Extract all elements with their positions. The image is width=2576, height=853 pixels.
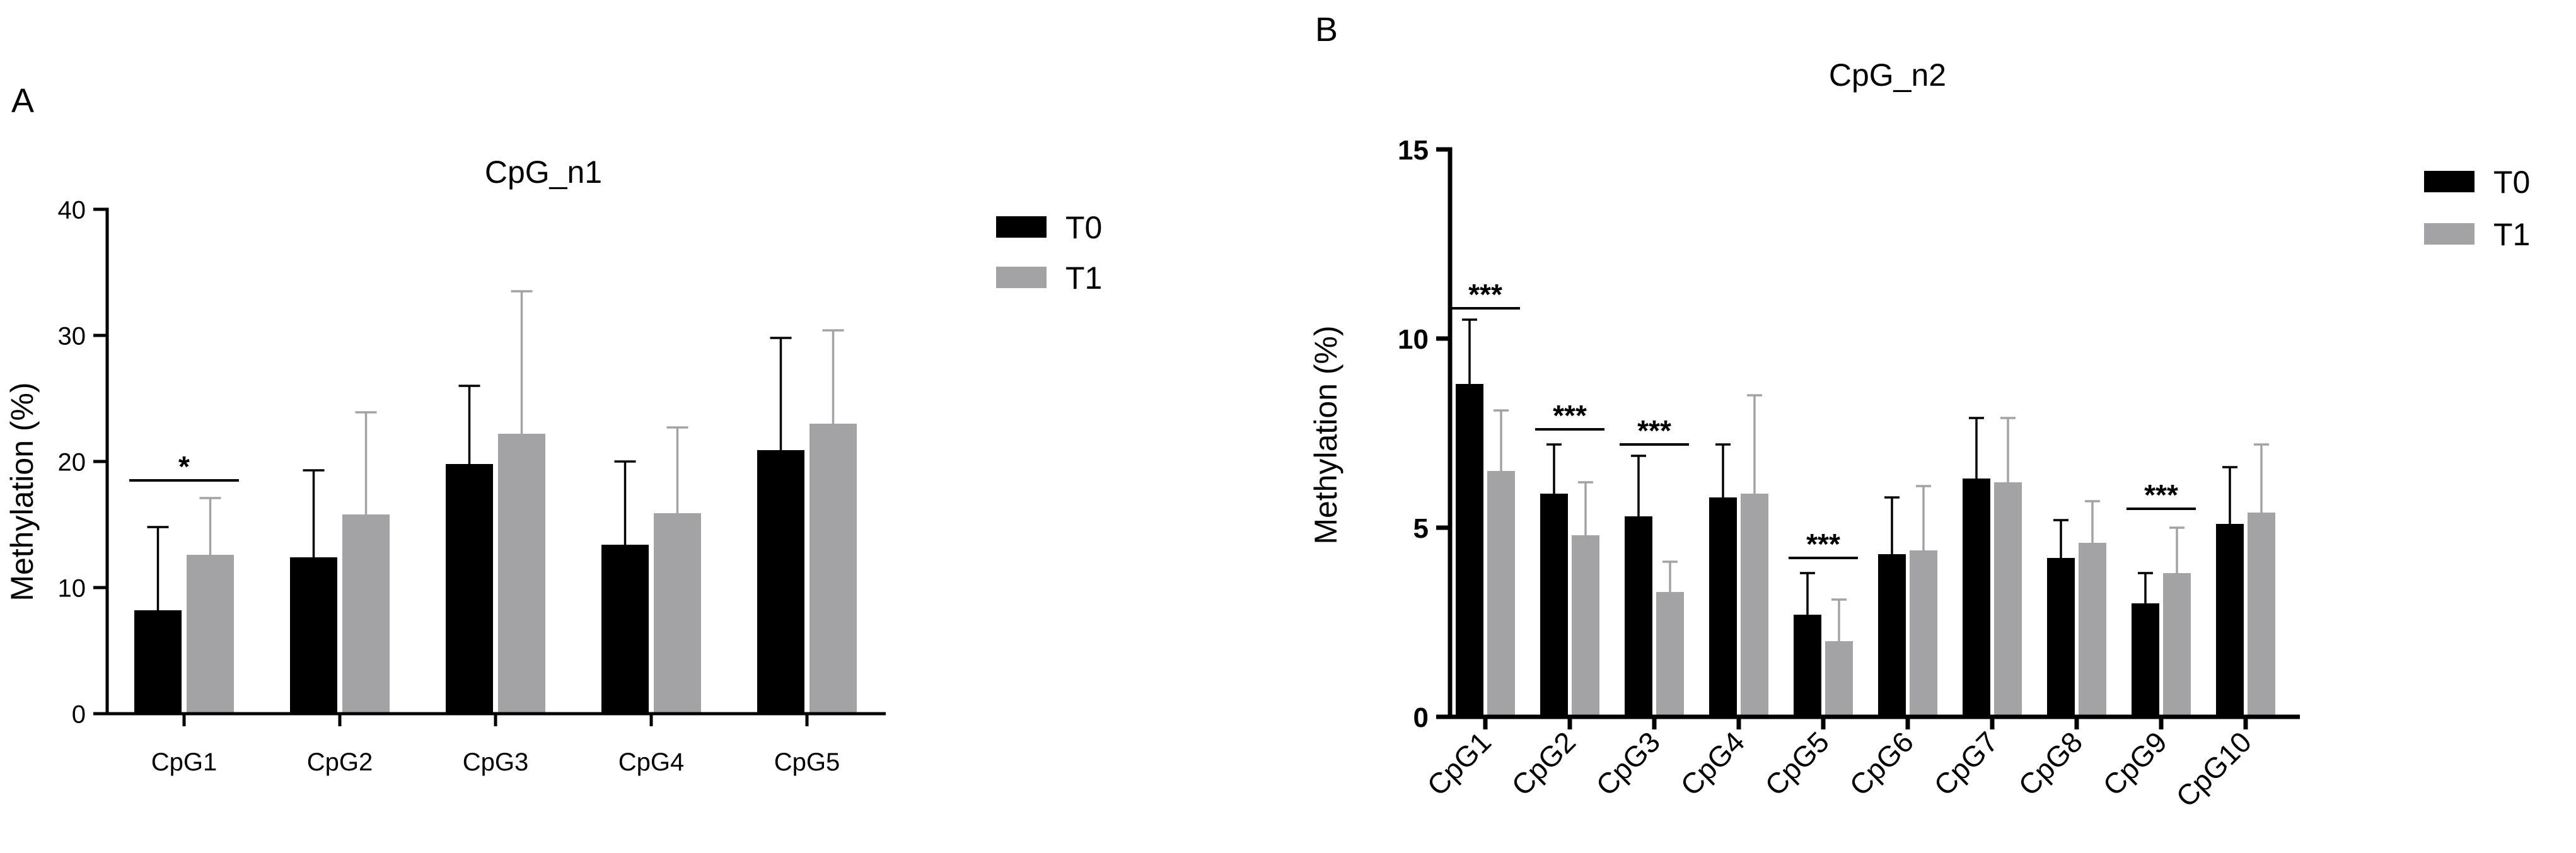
b-bar-t0-cpg4 [1709, 497, 1737, 717]
b-y-tick-label-0: 0 [1413, 702, 1429, 733]
b-bar-t1-cpg4 [1741, 494, 1768, 717]
a-x-label-cpg2: CpG2 [307, 748, 373, 776]
b-x-label-cpg3: CpG3 [1589, 725, 1666, 802]
b-bar-t0-cpg8 [2047, 558, 2075, 717]
b-bar-t0-cpg6 [1878, 554, 1906, 717]
b-x-label-cpg2: CpG2 [1505, 725, 1582, 802]
b-x-label-cpg7: CpG7 [1927, 725, 2004, 802]
a-bar-t0-cpg3 [446, 464, 493, 714]
panel-b-chart: B CpG_n2 Methylation (%) CpG1 CpG2 CpG3 CpG… [1308, 11, 2530, 813]
b-significance-label-0: *** [1468, 278, 1502, 311]
b-bar-t1-cpg8 [2079, 543, 2106, 717]
b-y-tick-label-15: 15 [1398, 135, 1429, 166]
b-x-label-cpg4: CpG4 [1674, 725, 1751, 802]
a-bar-t1-cpg3 [498, 434, 545, 714]
a-x-label-cpg4: CpG4 [618, 748, 685, 776]
b-y-tick-label-10: 10 [1398, 324, 1429, 355]
a-y-tick-label-10: 10 [58, 574, 86, 602]
b-significance-label-3: *** [1806, 528, 1840, 560]
b-x-label-cpg10: CpG10 [2169, 725, 2258, 813]
b-x-label-cpg6: CpG6 [1843, 725, 1920, 802]
panel-a-y-axis-label: Methylation (%) [4, 382, 40, 601]
a-legend-label-t0: T0 [1065, 210, 1102, 245]
b-legend-swatch-t0 [2424, 171, 2474, 192]
b-x-label-cpg1: CpG1 [1420, 725, 1497, 802]
b-x-label-cpg9: CpG9 [2096, 725, 2173, 802]
b-bar-t1-cpg9 [2163, 573, 2191, 717]
b-bar-t0-cpg3 [1625, 516, 1652, 717]
b-bar-t1-cpg6 [1910, 550, 1937, 717]
panel-a-chart: A CpG_n1 Methylation (%) CpG1 CpG2 CpG3 CpG… [4, 82, 1102, 776]
a-bar-t1-cpg2 [342, 514, 390, 714]
panel-a-title: CpG_n1 [485, 154, 602, 190]
a-x-label-cpg1: CpG1 [151, 748, 218, 776]
a-x-label-cpg5: CpG5 [774, 748, 840, 776]
a-bar-t0-cpg4 [601, 545, 649, 714]
b-legend-label-t0: T0 [2493, 165, 2530, 200]
a-bar-t1-cpg4 [654, 513, 701, 714]
b-bar-t1-cpg5 [1825, 641, 1853, 717]
b-bar-t1-cpg10 [2248, 513, 2275, 717]
b-bar-t1-cpg1 [1487, 471, 1515, 717]
b-x-label-cpg5: CpG5 [1758, 725, 1835, 802]
b-significance-label-1: *** [1553, 399, 1587, 432]
b-y-tick-label-5: 5 [1413, 513, 1429, 544]
panel-b-label: B [1315, 11, 1338, 49]
b-legend-label-t1: T1 [2493, 217, 2530, 252]
b-bar-t1-cpg7 [1994, 482, 2022, 717]
a-y-tick-label-40: 40 [58, 196, 86, 224]
b-bar-t0-cpg2 [1540, 494, 1568, 717]
b-bar-t1-cpg2 [1572, 535, 1599, 717]
a-y-tick-label-0: 0 [72, 700, 86, 728]
b-bar-t0-cpg7 [1963, 479, 1990, 717]
a-bar-t1-cpg5 [809, 424, 857, 714]
a-bar-t0-cpg1 [134, 610, 182, 714]
a-legend-label-t1: T1 [1065, 260, 1102, 296]
b-bar-t0-cpg1 [1456, 384, 1483, 717]
a-x-label-cpg3: CpG3 [463, 748, 529, 776]
panel-a-label: A [11, 82, 34, 120]
a-legend-swatch-t1 [996, 267, 1047, 288]
a-significance-label-0: * [178, 450, 190, 483]
b-bar-t1-cpg3 [1656, 592, 1684, 717]
a-legend-swatch-t0 [996, 216, 1047, 238]
a-y-tick-label-20: 20 [58, 448, 86, 476]
panel-b-y-axis-label: Methylation (%) [1308, 325, 1343, 544]
b-bar-t0-cpg9 [2132, 603, 2159, 717]
b-significance-label-2: *** [1637, 414, 1671, 447]
a-y-tick-label-30: 30 [58, 322, 86, 350]
b-bar-t0-cpg5 [1794, 615, 1821, 717]
b-bar-t0-cpg10 [2216, 524, 2244, 717]
b-significance-label-4: *** [2144, 479, 2178, 511]
a-bar-t1-cpg1 [187, 555, 234, 714]
b-legend-swatch-t1 [2424, 223, 2474, 245]
a-bar-t0-cpg5 [757, 450, 804, 714]
panel-b-title: CpG_n2 [1829, 57, 1946, 93]
a-bar-t0-cpg2 [290, 557, 337, 714]
b-x-label-cpg8: CpG8 [2012, 725, 2089, 802]
